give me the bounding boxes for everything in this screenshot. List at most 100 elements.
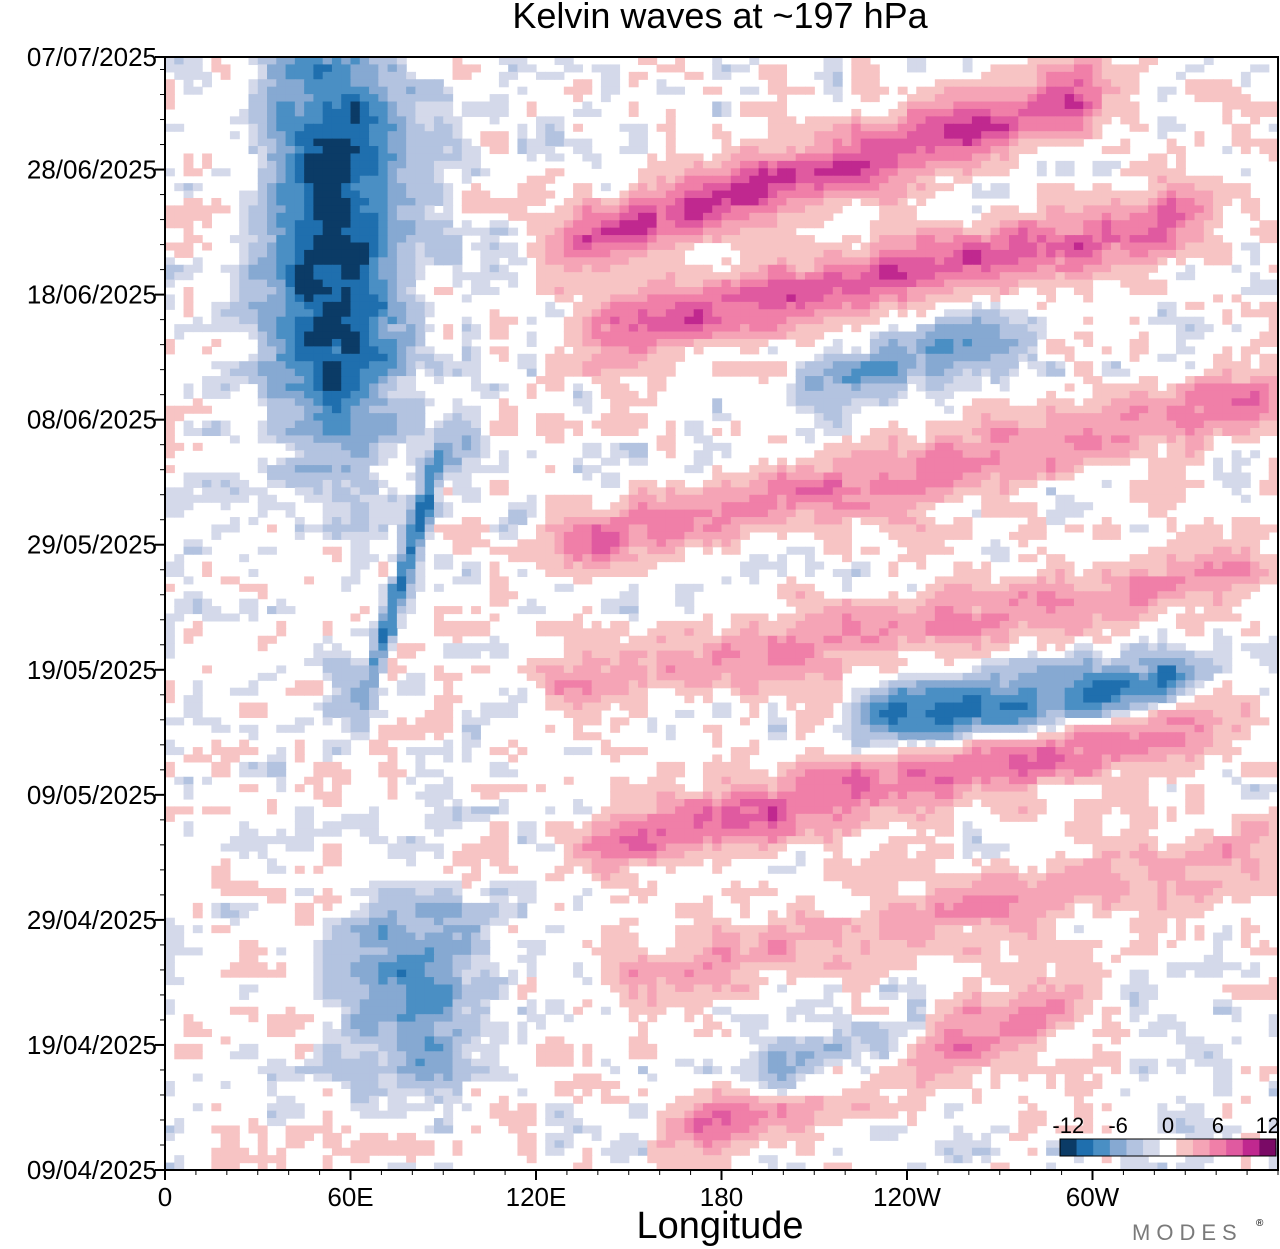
field-cell: [461, 428, 472, 437]
field-cell: [1018, 279, 1029, 288]
field-cell: [202, 153, 212, 162]
field-cell: [981, 287, 992, 296]
field-cell: [433, 494, 444, 503]
field-cell: [842, 301, 852, 310]
field-cell: [294, 479, 305, 488]
field-cell: [860, 502, 871, 511]
field-cell: [1064, 160, 1075, 169]
field-cell: [1185, 442, 1196, 451]
field-cell: [369, 205, 379, 214]
field-cell: [350, 361, 361, 370]
field-cell: [582, 346, 593, 355]
field-cell: [1259, 368, 1270, 377]
field-cell: [804, 116, 815, 125]
field-cell: [248, 294, 259, 303]
field-cell: [786, 294, 797, 303]
field-cell: [934, 242, 945, 251]
field-cell: [897, 153, 908, 162]
field-cell: [1120, 442, 1131, 451]
field-cell: [684, 324, 695, 333]
field-cell: [415, 160, 426, 169]
field-cell: [990, 249, 1001, 258]
field-cell: [1064, 190, 1075, 199]
field-cell: [944, 101, 954, 110]
field-cell: [879, 242, 890, 251]
field-cell: [313, 442, 324, 451]
field-cell: [591, 220, 602, 229]
field-cell: [406, 160, 417, 169]
field-cell: [656, 220, 667, 229]
field-cell: [443, 331, 454, 340]
field-cell: [536, 413, 546, 422]
field-cell: [897, 472, 908, 481]
field-cell: [331, 235, 342, 244]
field-cell: [331, 242, 342, 251]
field-cell: [721, 227, 732, 236]
field-cell: [934, 376, 945, 385]
field-cell: [740, 264, 750, 273]
field-cell: [814, 264, 825, 273]
field-cell: [248, 264, 259, 273]
field-cell: [1250, 64, 1261, 73]
field-cell: [1250, 197, 1261, 206]
field-cell: [1157, 487, 1168, 496]
field-cell: [869, 197, 880, 206]
field-cell: [1203, 428, 1214, 437]
field-cell: [730, 146, 741, 155]
field-cell: [369, 338, 379, 347]
field-cell: [443, 257, 454, 266]
field-cell: [684, 494, 695, 503]
field-cell: [220, 301, 231, 310]
field-cell: [313, 183, 324, 192]
field-cell: [1120, 398, 1131, 407]
field-cell: [647, 390, 658, 399]
field-cell: [888, 420, 899, 429]
field-cell: [1120, 383, 1131, 392]
field-cell: [1259, 479, 1270, 488]
field-cell: [1111, 257, 1121, 266]
field-cell: [369, 472, 379, 481]
field-cell: [814, 123, 825, 132]
field-cell: [638, 242, 648, 251]
field-cell: [981, 249, 992, 258]
field-cell: [869, 272, 880, 281]
field-cell: [471, 465, 481, 474]
field-cell: [823, 450, 834, 459]
field-cell: [1027, 242, 1038, 251]
field-cell: [471, 331, 481, 340]
field-cell: [934, 101, 945, 110]
field-cell: [443, 472, 454, 481]
field-cell: [433, 368, 444, 377]
field-cell: [1250, 272, 1261, 281]
field-cell: [359, 405, 370, 414]
field-cell: [526, 108, 537, 117]
field-cell: [675, 331, 686, 340]
field-cell: [498, 220, 509, 229]
field-cell: [1120, 71, 1131, 80]
field-cell: [229, 272, 240, 281]
field-cell: [1120, 405, 1131, 414]
field-cell: [721, 153, 732, 162]
field-cell: [999, 502, 1010, 511]
field-cell: [628, 361, 639, 370]
field-cell: [675, 309, 686, 318]
field-cell: [1185, 420, 1196, 429]
field-cell: [953, 309, 964, 318]
field-cell: [684, 212, 695, 221]
field-cell: [804, 383, 815, 392]
field-cell: [730, 316, 741, 325]
field-cell: [860, 57, 871, 66]
field-cell: [879, 220, 890, 229]
field-cell: [600, 94, 611, 103]
field-cell: [294, 287, 305, 296]
field-cell: [1129, 435, 1140, 444]
field-cell: [758, 479, 769, 488]
field-cell: [600, 257, 611, 266]
field-cell: [684, 428, 695, 437]
field-cell: [860, 153, 871, 162]
field-cell: [749, 160, 760, 169]
field-cell: [1222, 376, 1233, 385]
field-cell: [443, 205, 454, 214]
field-cell: [1036, 116, 1047, 125]
field-cell: [1166, 212, 1177, 221]
